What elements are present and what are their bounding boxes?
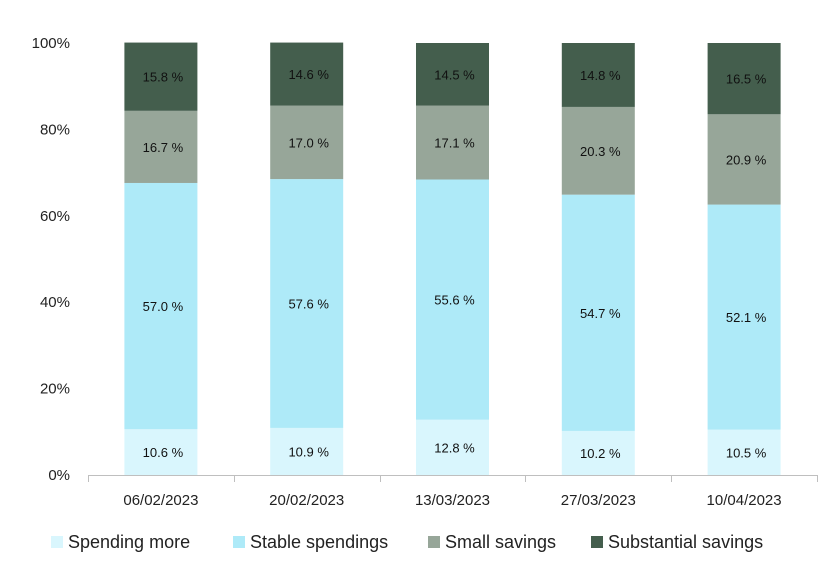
data-label: 54.7 % — [580, 306, 621, 321]
data-label: 10.2 % — [580, 446, 621, 461]
data-label: 14.6 % — [288, 67, 329, 82]
legend-swatch — [233, 536, 245, 548]
bar-segment — [124, 182, 198, 430]
data-label: 57.6 % — [288, 296, 329, 311]
x-tick-label: 27/03/2023 — [561, 492, 636, 509]
bar-segment — [270, 42, 344, 106]
bar-segment — [270, 179, 344, 428]
bar-segment — [124, 110, 198, 183]
bar-segment — [707, 429, 781, 475]
data-label: 12.8 % — [434, 440, 475, 455]
y-tick-label: 20% — [40, 381, 70, 398]
data-label: 16.7 % — [143, 140, 184, 155]
data-label: 20.3 % — [580, 144, 621, 159]
bar-segment — [561, 194, 635, 431]
bar-segment — [416, 419, 489, 475]
data-label: 52.1 % — [726, 310, 767, 325]
data-label: 14.5 % — [434, 67, 475, 82]
bar-segment — [416, 43, 489, 106]
legend-swatch — [428, 536, 440, 548]
bar-segment — [561, 430, 635, 475]
bar-segment — [561, 106, 635, 195]
data-label: 17.0 % — [288, 135, 329, 150]
data-label: 14.8 % — [580, 68, 621, 83]
x-tick-label: 20/02/2023 — [269, 492, 344, 509]
legend-label: Small savings — [445, 532, 556, 552]
bar-segment — [416, 105, 489, 180]
bar-segment — [124, 429, 198, 475]
data-label: 16.5 % — [726, 72, 767, 87]
legend-label: Spending more — [68, 532, 190, 552]
data-label: 57.0 % — [143, 299, 184, 314]
legend-swatch — [591, 536, 603, 548]
data-label: 55.6 % — [434, 293, 475, 308]
x-tick-label: 10/04/2023 — [707, 492, 782, 509]
y-tick-label: 60% — [40, 208, 70, 225]
bar-segment — [707, 43, 781, 115]
bar-segment — [270, 427, 344, 475]
data-label: 20.9 % — [726, 152, 767, 167]
x-tick-label: 06/02/2023 — [123, 492, 198, 509]
y-tick-label: 0% — [48, 467, 70, 484]
data-label: 10.9 % — [288, 444, 329, 459]
y-tick-label: 40% — [40, 294, 70, 311]
bar-segment — [707, 114, 781, 205]
bar-segment — [707, 204, 781, 430]
x-tick-label: 13/03/2023 — [415, 492, 490, 509]
y-tick-label: 100% — [32, 35, 70, 52]
bar-segment — [416, 179, 489, 420]
legend-label: Substantial savings — [608, 532, 763, 552]
legend-label: Stable spendings — [250, 532, 388, 552]
bar-segment — [561, 43, 635, 107]
data-label: 15.8 % — [143, 70, 184, 85]
data-label: 17.1 % — [434, 136, 475, 151]
y-tick-label: 80% — [40, 121, 70, 138]
data-label: 10.5 % — [726, 445, 767, 460]
legend-swatch — [51, 536, 63, 548]
data-label: 10.6 % — [143, 445, 184, 460]
bar-segment — [124, 42, 198, 111]
bar-segment — [270, 105, 344, 180]
